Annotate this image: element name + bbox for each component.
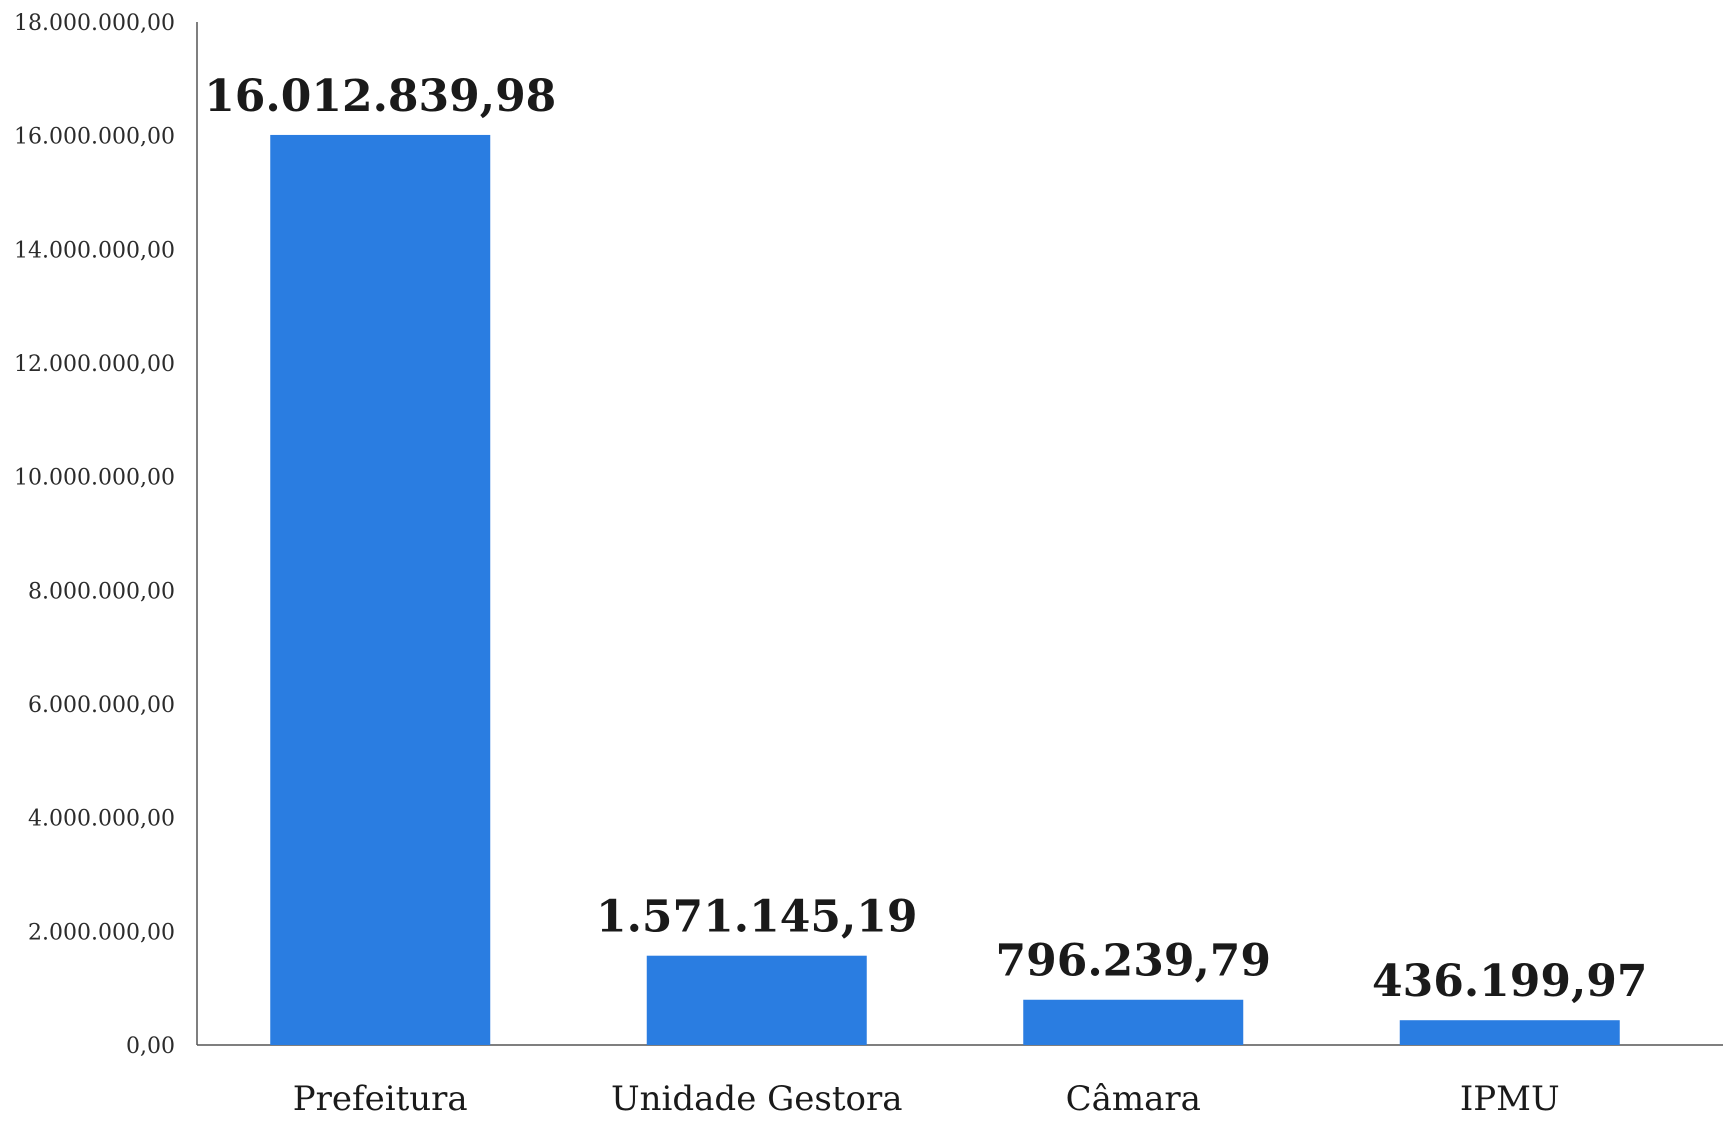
bars [270,134,1620,1045]
category-labels: Prefeitura Unidade Gestora Câmara IPMU [293,1079,1560,1119]
y-tick-label: 0,00 [126,1034,175,1059]
y-tick-label: 12.000.000,00 [14,352,175,377]
category-label: Prefeitura [293,1079,468,1119]
bar [646,955,867,1045]
y-tick-label: 18.000.000,00 [14,11,175,36]
data-labels: 16.012.839,98 1.571.145,19 796.239,79 436.1… [204,71,1647,1007]
bar [1399,1020,1620,1045]
data-label: 16.012.839,98 [204,71,556,122]
data-label: 796.239,79 [995,936,1271,987]
y-tick-label: 10.000.000,00 [14,466,175,491]
data-label: 1.571.145,19 [596,892,918,943]
y-tick-label: 16.000.000,00 [14,125,175,150]
y-tick-label: 8.000.000,00 [28,579,175,604]
y-tick-label: 14.000.000,00 [14,238,175,263]
y-axis-ticks: 0,00 2.000.000,00 4.000.000,00 6.000.000,00… [14,11,175,1059]
category-label: IPMU [1460,1079,1560,1119]
bar [270,134,491,1045]
bar [1023,999,1244,1045]
y-tick-label: 2.000.000,00 [28,920,175,945]
data-label: 436.199,97 [1372,956,1648,1007]
y-tick-label: 4.000.000,00 [28,807,175,832]
category-label: Câmara [1066,1079,1201,1119]
category-label: Unidade Gestora [611,1079,903,1119]
y-tick-label: 6.000.000,00 [28,693,175,718]
